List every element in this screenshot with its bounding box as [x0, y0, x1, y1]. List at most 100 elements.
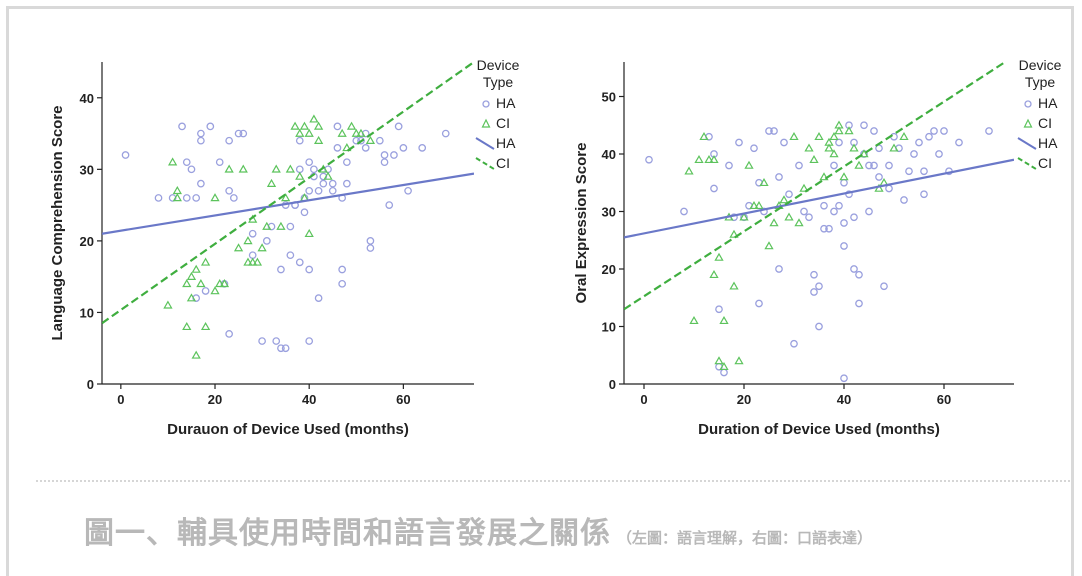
- data-point-ci: [694, 154, 704, 164]
- data-point-ci: [704, 154, 714, 164]
- data-point-ci: [196, 279, 206, 288]
- data-point-ha: [295, 258, 304, 267]
- data-point-ci: [749, 200, 759, 210]
- data-point-ha: [865, 207, 873, 216]
- data-point-ha: [840, 219, 848, 227]
- data-point-ha: [840, 178, 848, 187]
- y-tick-label: 20: [80, 234, 94, 249]
- y-tick-label: 0: [609, 377, 616, 392]
- legend-label: HA: [1038, 95, 1058, 111]
- data-point-ci: [709, 269, 719, 279]
- data-point-ha: [750, 144, 758, 153]
- legend-title: Device: [477, 57, 520, 73]
- data-point-ha: [225, 330, 233, 338]
- data-point-ci: [834, 126, 844, 135]
- data-point-ci: [804, 143, 814, 152]
- data-point-ci: [829, 149, 839, 158]
- data-point-ha: [215, 158, 224, 167]
- data-point-ha: [295, 136, 304, 145]
- y-tick-label: 30: [80, 162, 94, 177]
- data-point-ha: [277, 344, 285, 353]
- data-point-ha: [352, 136, 361, 145]
- legend-title: Type: [1025, 74, 1056, 90]
- data-point-ci: [709, 154, 719, 164]
- x-axis-title: Durauon of Device Used (months): [167, 421, 409, 438]
- x-tick-label: 0: [117, 392, 124, 407]
- data-point-ha: [855, 299, 863, 308]
- data-point-ha: [725, 161, 733, 170]
- data-point-ha: [385, 201, 394, 209]
- data-point-ci: [257, 243, 267, 252]
- data-point-ci: [859, 149, 869, 158]
- data-point-ha: [182, 158, 191, 167]
- data-point-ha: [935, 150, 943, 158]
- legend-label: HA: [496, 135, 516, 151]
- x-tick-label: 40: [302, 392, 316, 407]
- data-point-ha: [225, 186, 233, 195]
- data-point-ci: [729, 281, 739, 290]
- data-point-ha: [870, 161, 878, 170]
- data-point-ci: [304, 128, 314, 137]
- data-point-ha: [197, 179, 205, 188]
- data-point-ha: [815, 282, 823, 291]
- data-point-ci: [191, 350, 201, 359]
- y-tick-label: 10: [602, 320, 616, 335]
- data-point-ci: [295, 171, 305, 180]
- data-point-ha: [985, 127, 993, 135]
- data-point-ci: [729, 229, 739, 238]
- data-point-ci: [313, 135, 324, 145]
- data-point-ha: [305, 158, 314, 167]
- data-point-ci: [182, 279, 192, 288]
- data-point-ha: [680, 207, 688, 216]
- y-tick-label: 0: [87, 377, 94, 392]
- data-point-ha: [305, 265, 314, 274]
- legend-title: Device: [1019, 57, 1062, 73]
- figure-caption: 圖一、輔具使用時間和語言發展之關係 （左圖：語言理解，右圖：口語表達）: [84, 508, 872, 552]
- data-point-ha: [328, 186, 337, 195]
- legend-marker-ci: [481, 118, 491, 128]
- data-point-ha: [197, 129, 205, 138]
- data-point-ha: [710, 184, 718, 193]
- data-point-ha: [234, 129, 243, 138]
- data-point-ci: [839, 172, 849, 181]
- data-point-ha: [860, 121, 868, 130]
- data-point-ci: [844, 126, 854, 135]
- chart-language-comprehension: 0 10 20 30 40 0 20 40 60 Durauon of Device Used (…: [24, 24, 534, 459]
- data-point-ci: [238, 164, 248, 173]
- data-point-ci: [346, 121, 357, 130]
- data-point-ci: [809, 154, 819, 164]
- data-point-ha: [206, 122, 215, 131]
- data-point-ha: [229, 194, 238, 202]
- data-point-ha: [380, 151, 389, 159]
- data-point-ha: [855, 270, 863, 279]
- data-point-ci: [304, 228, 314, 238]
- data-point-ha: [880, 282, 888, 291]
- legend-label: CI: [496, 155, 510, 171]
- data-point-ha: [715, 305, 723, 314]
- data-point-ci: [719, 315, 729, 325]
- data-point-ha: [333, 144, 342, 152]
- data-point-ci: [271, 164, 281, 173]
- data-point-ci: [819, 172, 829, 181]
- data-point-ha: [760, 207, 768, 216]
- data-point-ha: [930, 127, 938, 135]
- figure-frame: [6, 6, 1074, 576]
- x-tick-label: 40: [837, 392, 851, 407]
- data-point-ha: [418, 144, 427, 152]
- data-point-ha: [915, 138, 923, 147]
- data-point-ha: [305, 186, 314, 195]
- data-point-ha: [314, 186, 323, 195]
- data-point-ha: [810, 270, 818, 279]
- data-point-ci: [191, 264, 201, 273]
- legend-marker-ha: [482, 100, 490, 108]
- data-point-ha: [286, 222, 295, 231]
- data-point-ci: [210, 193, 220, 202]
- data-point-ci: [794, 218, 804, 227]
- data-point-ci: [200, 257, 211, 266]
- data-point-ha: [121, 151, 130, 159]
- data-point-ha: [286, 251, 295, 260]
- data-point-ha: [281, 344, 290, 353]
- data-point-ha: [800, 207, 808, 216]
- x-tick-label: 20: [737, 392, 751, 407]
- data-point-ha: [900, 196, 908, 204]
